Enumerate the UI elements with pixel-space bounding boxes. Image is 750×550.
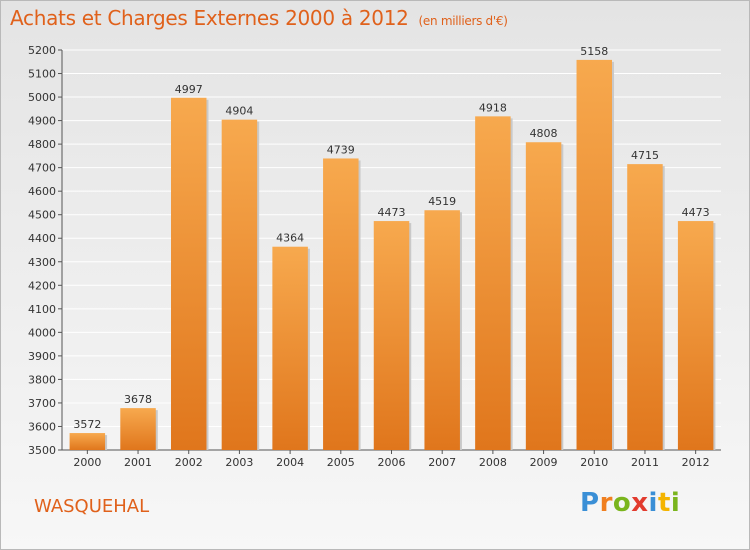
bar-2007 xyxy=(424,210,460,450)
y-tick-label: 3700 xyxy=(28,397,56,410)
value-label: 3572 xyxy=(73,418,101,431)
logo-letter: i xyxy=(648,488,658,518)
y-tick-label: 4300 xyxy=(28,256,56,269)
x-tick-label: 2010 xyxy=(580,456,608,469)
y-tick-label: 3800 xyxy=(28,373,56,386)
value-label: 4739 xyxy=(327,143,355,156)
value-label: 4715 xyxy=(631,149,659,162)
logo-letter: o xyxy=(612,488,632,518)
logo-letter: x xyxy=(631,488,649,518)
value-label: 4997 xyxy=(175,83,203,96)
chart-title: Achats et Charges Externes 2000 à 2012 (e… xyxy=(10,6,508,30)
bar-2000 xyxy=(69,433,106,450)
y-tick-label: 3600 xyxy=(28,420,56,433)
x-tick-label: 2007 xyxy=(428,456,456,469)
value-label: 3678 xyxy=(124,393,152,406)
logo-letter: i xyxy=(670,488,681,518)
x-tick-label: 2000 xyxy=(73,456,101,469)
y-tick-label: 4200 xyxy=(28,279,56,292)
logo-letter: t xyxy=(657,488,671,518)
y-tick-label: 4700 xyxy=(28,162,56,175)
value-label: 4364 xyxy=(276,232,304,245)
chart-unit: (en milliers d'€) xyxy=(418,14,508,28)
place-name: WASQUEHAL xyxy=(34,496,150,517)
x-axis: 2000 2001 2002 2003 2004 2005 2006 2007 2008 2009… xyxy=(73,450,710,469)
x-tick-label: 2005 xyxy=(327,456,355,469)
bar-2003 xyxy=(221,119,258,450)
bar-2012 xyxy=(677,221,714,450)
x-tick-label: 2008 xyxy=(479,456,507,469)
x-tick-label: 2011 xyxy=(631,456,659,469)
value-label: 4808 xyxy=(530,127,558,140)
x-tick-label: 2001 xyxy=(124,456,152,469)
y-tick-label: 3500 xyxy=(28,444,56,457)
value-label: 5158 xyxy=(580,45,608,58)
y-tick-label: 4500 xyxy=(28,209,56,222)
bar-2001 xyxy=(120,408,156,450)
value-label: 4918 xyxy=(479,101,507,114)
bar-2011 xyxy=(627,164,663,450)
logo-letter: r xyxy=(599,488,613,518)
value-label: 4519 xyxy=(428,195,456,208)
proxiti-logo: Proxiti xyxy=(580,488,680,518)
chart-title-text: Achats et Charges Externes 2000 à 2012 xyxy=(10,6,409,30)
y-tick-label: 3900 xyxy=(28,350,56,363)
bar-2004 xyxy=(272,246,308,450)
bar-2002 xyxy=(170,97,207,450)
y-tick-label: 4000 xyxy=(28,326,56,339)
y-tick-label: 4900 xyxy=(28,115,56,128)
value-label: 4473 xyxy=(378,206,406,219)
bar-2010 xyxy=(576,59,613,450)
bars: 3572 3678 4997 4904 4364 4739 4473 4519 4918 4808… xyxy=(69,45,716,451)
y-tick-label: 4600 xyxy=(28,185,56,198)
y-tick-label: 4400 xyxy=(28,232,56,245)
bar-2009 xyxy=(525,142,562,450)
x-tick-label: 2002 xyxy=(175,456,203,469)
y-tick-label: 5000 xyxy=(28,91,56,104)
bar-2006 xyxy=(373,221,410,450)
value-label: 4904 xyxy=(225,105,253,118)
bar-2005 xyxy=(323,158,359,450)
y-tick-label: 5200 xyxy=(28,44,56,57)
logo-letter: P xyxy=(580,488,600,518)
x-tick-label: 2006 xyxy=(378,456,406,469)
bar-2008 xyxy=(475,116,511,451)
y-tick-label: 4800 xyxy=(28,138,56,151)
y-tick-label: 5100 xyxy=(28,68,56,81)
x-tick-label: 2004 xyxy=(276,456,304,469)
x-tick-label: 2009 xyxy=(530,456,558,469)
x-tick-label: 2003 xyxy=(225,456,253,469)
x-tick-label: 2012 xyxy=(682,456,710,469)
y-tick-label: 4100 xyxy=(28,303,56,316)
value-label: 4473 xyxy=(682,206,710,219)
